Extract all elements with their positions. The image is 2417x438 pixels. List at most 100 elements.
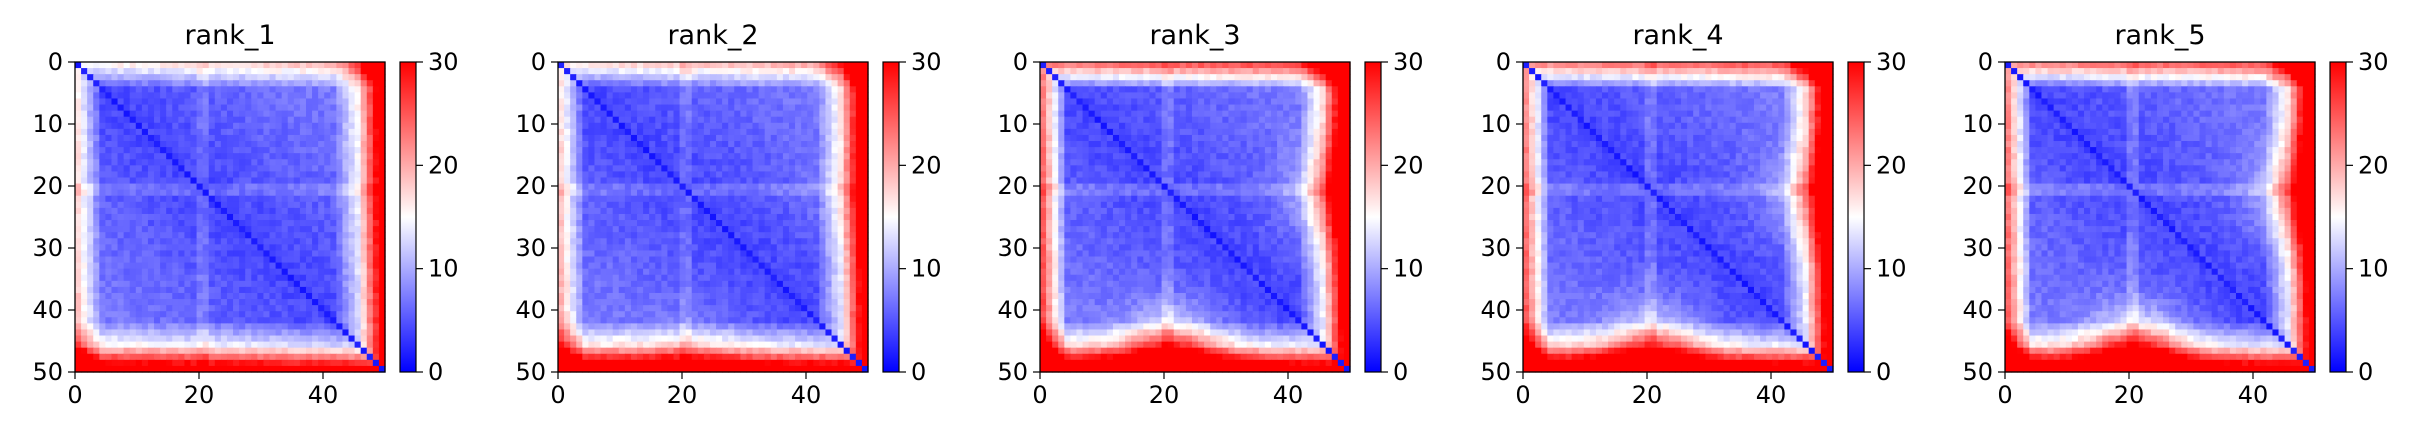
heatmap-cell bbox=[226, 177, 234, 185]
heatmap-cell bbox=[214, 110, 222, 118]
heatmap-cell bbox=[637, 68, 644, 75]
heatmap-cell bbox=[655, 299, 662, 306]
heatmap-cell bbox=[87, 323, 94, 331]
heatmap-cell bbox=[837, 159, 845, 166]
heatmap-cell bbox=[734, 280, 741, 288]
heatmap-cell bbox=[576, 329, 583, 337]
heatmap-cell bbox=[105, 201, 113, 209]
heatmap-cell bbox=[837, 262, 845, 270]
heatmap-cell bbox=[269, 128, 277, 136]
heatmap-cell bbox=[208, 68, 216, 75]
heatmap-cell bbox=[782, 286, 790, 294]
heatmap-cell bbox=[166, 286, 173, 294]
heatmap-cell bbox=[87, 329, 94, 337]
heatmap-cell bbox=[111, 62, 119, 69]
heatmap-cell bbox=[849, 201, 857, 209]
heatmap-cell bbox=[843, 238, 851, 245]
heatmap-cell bbox=[354, 68, 362, 75]
heatmap-cell bbox=[825, 116, 833, 124]
heatmap-cell bbox=[287, 317, 295, 324]
heatmap-cell bbox=[208, 274, 216, 282]
heatmap-cell bbox=[166, 256, 173, 264]
heatmap-cell bbox=[360, 128, 368, 136]
heatmap-cell bbox=[239, 262, 246, 270]
heatmap-cell bbox=[129, 207, 137, 215]
heatmap-cell bbox=[105, 226, 113, 233]
heatmap-cell bbox=[251, 171, 258, 179]
heatmap-cell bbox=[263, 280, 271, 288]
heatmap-cell bbox=[764, 171, 772, 179]
heatmap-cell bbox=[788, 238, 796, 245]
heatmap-cell bbox=[366, 116, 374, 124]
heatmap-cell bbox=[172, 165, 179, 173]
heatmap-cell bbox=[293, 232, 301, 239]
heatmap-cell bbox=[776, 238, 784, 245]
heatmap-cell bbox=[606, 201, 614, 209]
heatmap-cell bbox=[312, 244, 319, 252]
heatmap-cell bbox=[348, 359, 356, 367]
heatmap-cell bbox=[722, 104, 729, 112]
heatmap-cell bbox=[746, 232, 754, 239]
heatmap-cell bbox=[801, 104, 808, 112]
heatmap-cell bbox=[722, 286, 729, 294]
heatmap-cell bbox=[233, 347, 240, 355]
heatmap-cell bbox=[263, 201, 271, 209]
heatmap-cell bbox=[643, 323, 650, 331]
heatmap-cell bbox=[354, 299, 362, 306]
heatmap-cell bbox=[336, 165, 344, 173]
heatmap-cell bbox=[685, 153, 693, 160]
heatmap-cell bbox=[360, 116, 368, 124]
heatmap-cell bbox=[716, 177, 723, 185]
heatmap-cell bbox=[576, 110, 583, 118]
heatmap-cell bbox=[576, 195, 583, 203]
heatmap-cell bbox=[251, 116, 258, 124]
heatmap-cell bbox=[251, 353, 258, 361]
heatmap-cell bbox=[582, 213, 589, 221]
heatmap-cell bbox=[190, 207, 198, 215]
heatmap-cell bbox=[129, 171, 137, 179]
heatmap-cell bbox=[655, 74, 662, 81]
heatmap-cell bbox=[99, 165, 106, 173]
heatmap-cell bbox=[299, 80, 307, 87]
heatmap-cell bbox=[801, 195, 808, 203]
heatmap-cell bbox=[287, 232, 295, 239]
heatmap-cell bbox=[740, 128, 748, 136]
heatmap-cell bbox=[378, 165, 386, 173]
heatmap-cell bbox=[251, 323, 258, 331]
heatmap-cell bbox=[594, 220, 602, 227]
heatmap-cell bbox=[843, 268, 851, 276]
heatmap-cell bbox=[667, 280, 675, 288]
heatmap-cell bbox=[588, 122, 596, 130]
heatmap-cell bbox=[679, 159, 687, 166]
heatmap-cell bbox=[843, 286, 851, 294]
heatmap-cell bbox=[861, 159, 869, 166]
heatmap-cell bbox=[342, 98, 350, 106]
heatmap-cell bbox=[360, 134, 368, 142]
heatmap-cell bbox=[661, 122, 669, 130]
heatmap-cell bbox=[764, 220, 772, 227]
heatmap-cell bbox=[239, 183, 246, 191]
heatmap-cell bbox=[154, 207, 161, 215]
heatmap-cell bbox=[348, 128, 356, 136]
heatmap-cell bbox=[330, 262, 337, 270]
heatmap-cell bbox=[214, 317, 222, 324]
heatmap-cell bbox=[564, 207, 571, 215]
heatmap-cell bbox=[299, 207, 307, 215]
heatmap-cell bbox=[776, 244, 784, 252]
heatmap-cell bbox=[728, 141, 735, 148]
heatmap-cell bbox=[129, 134, 137, 142]
heatmap-cell bbox=[837, 92, 845, 100]
heatmap-cell bbox=[612, 292, 620, 300]
heatmap-cell bbox=[728, 280, 735, 288]
heatmap-cell bbox=[746, 171, 754, 179]
heatmap-cell bbox=[141, 183, 149, 191]
heatmap-cell bbox=[214, 220, 222, 227]
heatmap-cell bbox=[220, 171, 228, 179]
heatmap-cell bbox=[813, 68, 820, 75]
heatmap-cell bbox=[758, 256, 766, 264]
heatmap-cell bbox=[600, 286, 608, 294]
heatmap-cell bbox=[843, 189, 851, 197]
heatmap-cell bbox=[178, 177, 186, 185]
heatmap-cell bbox=[99, 177, 106, 185]
heatmap-cell bbox=[855, 226, 863, 233]
